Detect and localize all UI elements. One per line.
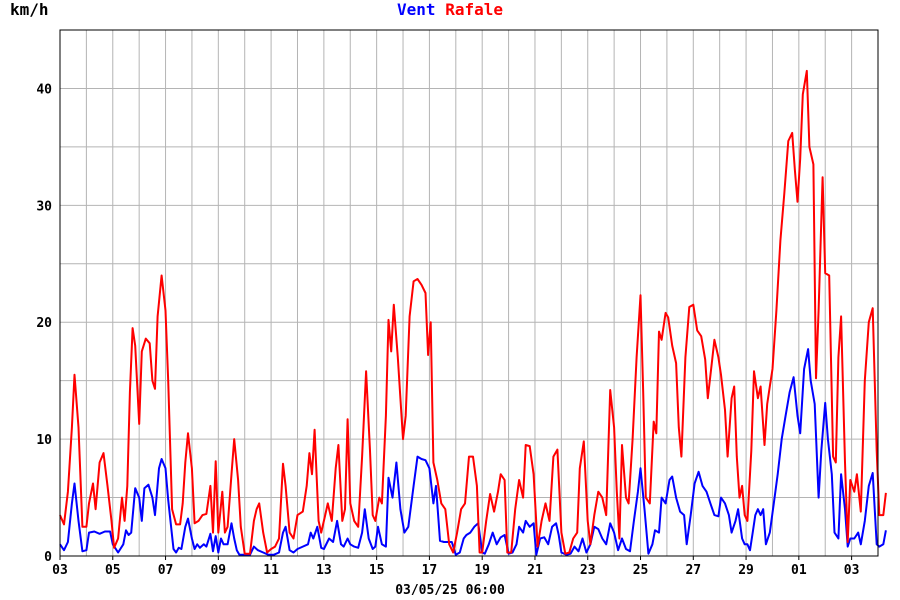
x-axis-ticks: 03 05 07 09 11 13 15 17 19 21 23 25 27 29 01 03 xyxy=(52,556,859,578)
x-tick-label: 27 xyxy=(685,563,701,578)
x-tick-label: 03 xyxy=(52,563,68,578)
y-tick-label: 20 xyxy=(36,316,52,331)
legend: Vent Rafale xyxy=(0,0,900,19)
grid-lines xyxy=(59,29,879,557)
y-axis-ticks: 0 10 20 30 40 xyxy=(36,82,52,565)
x-tick-label: 09 xyxy=(210,563,226,578)
x-tick-label: 05 xyxy=(105,563,121,578)
x-tick-label: 11 xyxy=(263,563,279,578)
x-tick-label: 25 xyxy=(633,563,649,578)
y-tick-label: 10 xyxy=(36,433,52,448)
x-tick-label: 17 xyxy=(422,563,438,578)
x-tick-label: 21 xyxy=(527,563,543,578)
x-tick-label: 03 xyxy=(844,563,860,578)
x-tick-label: 01 xyxy=(791,563,807,578)
legend-entry-vent: Vent xyxy=(397,0,436,19)
y-axis-unit: km/h xyxy=(10,0,49,19)
x-tick-label: 19 xyxy=(474,563,490,578)
y-tick-label: 0 xyxy=(44,550,52,565)
series-line-rafale xyxy=(59,69,887,555)
series-lines xyxy=(59,69,887,556)
x-tick-label: 23 xyxy=(580,563,596,578)
x-tick-label: 07 xyxy=(158,563,174,578)
plot-frame xyxy=(59,29,879,557)
time-footer: 03/05/25 06:00 xyxy=(395,583,505,598)
y-tick-label: 40 xyxy=(36,82,52,97)
x-tick-label: 15 xyxy=(369,563,385,578)
y-tick-label: 30 xyxy=(36,199,52,214)
legend-entry-rafale: Rafale xyxy=(445,0,503,19)
x-tick-label: 13 xyxy=(316,563,332,578)
x-tick-label: 29 xyxy=(738,563,754,578)
series-line-vent xyxy=(59,348,887,556)
